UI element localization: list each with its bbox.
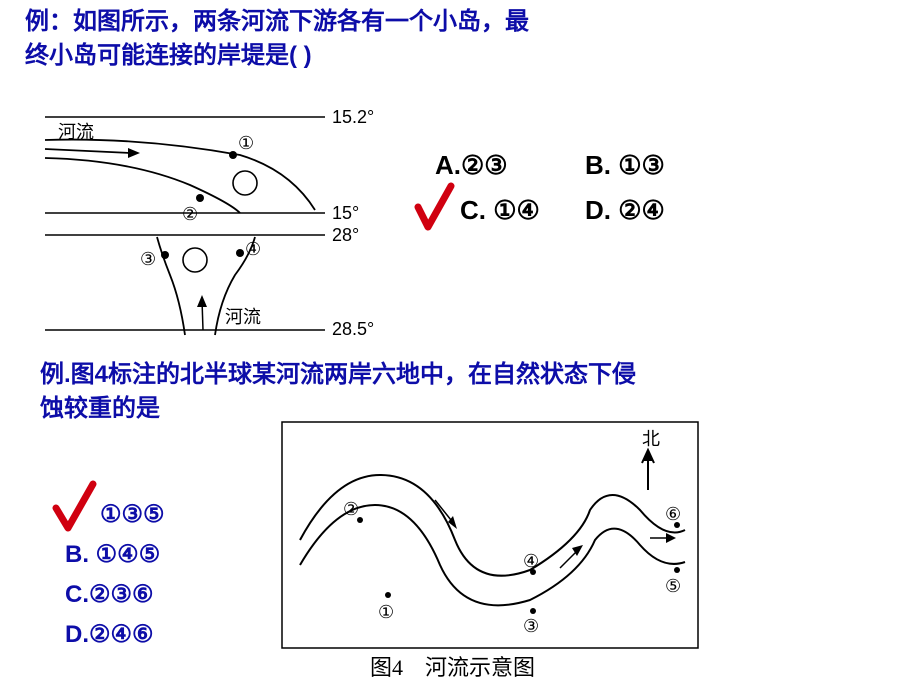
d2-point-4: ④ xyxy=(523,551,539,571)
point-4: ④ xyxy=(245,239,261,259)
lat-label-4: 28.5° xyxy=(332,319,374,339)
q2-option-b[interactable]: B. ①④⑤ xyxy=(65,540,160,569)
river-label-top: 河流 xyxy=(58,122,94,142)
option-letter: B. xyxy=(585,150,611,180)
q2-option-c[interactable]: C.②③⑥ xyxy=(65,580,154,609)
diagram-1-rivers: 15.2° 15° 28° 28.5° 河流 ① ② 河流 ③ ④ xyxy=(40,105,395,340)
q1-option-a[interactable]: A.②③ xyxy=(435,150,508,181)
d2-point-5: ⑤ xyxy=(665,576,681,596)
river-label-bottom: 河流 xyxy=(225,307,261,327)
q1-option-b[interactable]: B. ①③ xyxy=(585,150,665,181)
q1-option-c[interactable]: C. ①④ xyxy=(460,195,540,226)
option-letter: D. xyxy=(585,195,611,225)
option-letter: C. xyxy=(460,195,486,225)
question-2-text: 例.图4标注的北半球某河流两岸六地中，在自然状态下侵蚀较重的是 xyxy=(40,358,650,425)
point-2: ② xyxy=(182,204,198,224)
d2-point-6: ⑥ xyxy=(665,504,681,524)
q1-option-d[interactable]: D. ②④ xyxy=(585,195,665,226)
diagram-2-river: 北 ① ② ③ ④ ⑤ ⑥ xyxy=(280,420,700,680)
point-3: ③ xyxy=(140,249,156,269)
option-value: ②③ xyxy=(461,150,508,180)
q2-option-d[interactable]: D.②④⑥ xyxy=(65,620,154,649)
option-value: ②④ xyxy=(618,195,665,225)
option-value: ①③ xyxy=(618,150,665,180)
lat-label-3: 28° xyxy=(332,225,359,245)
point-1: ① xyxy=(238,133,254,153)
check-mark-q2 xyxy=(50,480,105,535)
north-label: 北 xyxy=(642,429,660,449)
d2-point-2: ② xyxy=(343,499,359,519)
d2-point-1: ① xyxy=(378,602,394,622)
d2-point-3: ③ xyxy=(523,616,539,636)
lat-label-2: 15° xyxy=(332,203,359,223)
question-1-text: 例：如图所示，两条河流下游各有一个小岛，最终小岛可能连接的岸堤是( ) xyxy=(25,5,545,72)
check-mark-q1 xyxy=(413,182,461,232)
option-letter: A. xyxy=(435,150,461,180)
option-value: ①④ xyxy=(493,195,540,225)
lat-label-1: 15.2° xyxy=(332,107,374,127)
diagram-2-caption: 图4 河流示意图 xyxy=(370,650,535,682)
q2-option-a[interactable]: ①③⑤ xyxy=(100,500,165,529)
